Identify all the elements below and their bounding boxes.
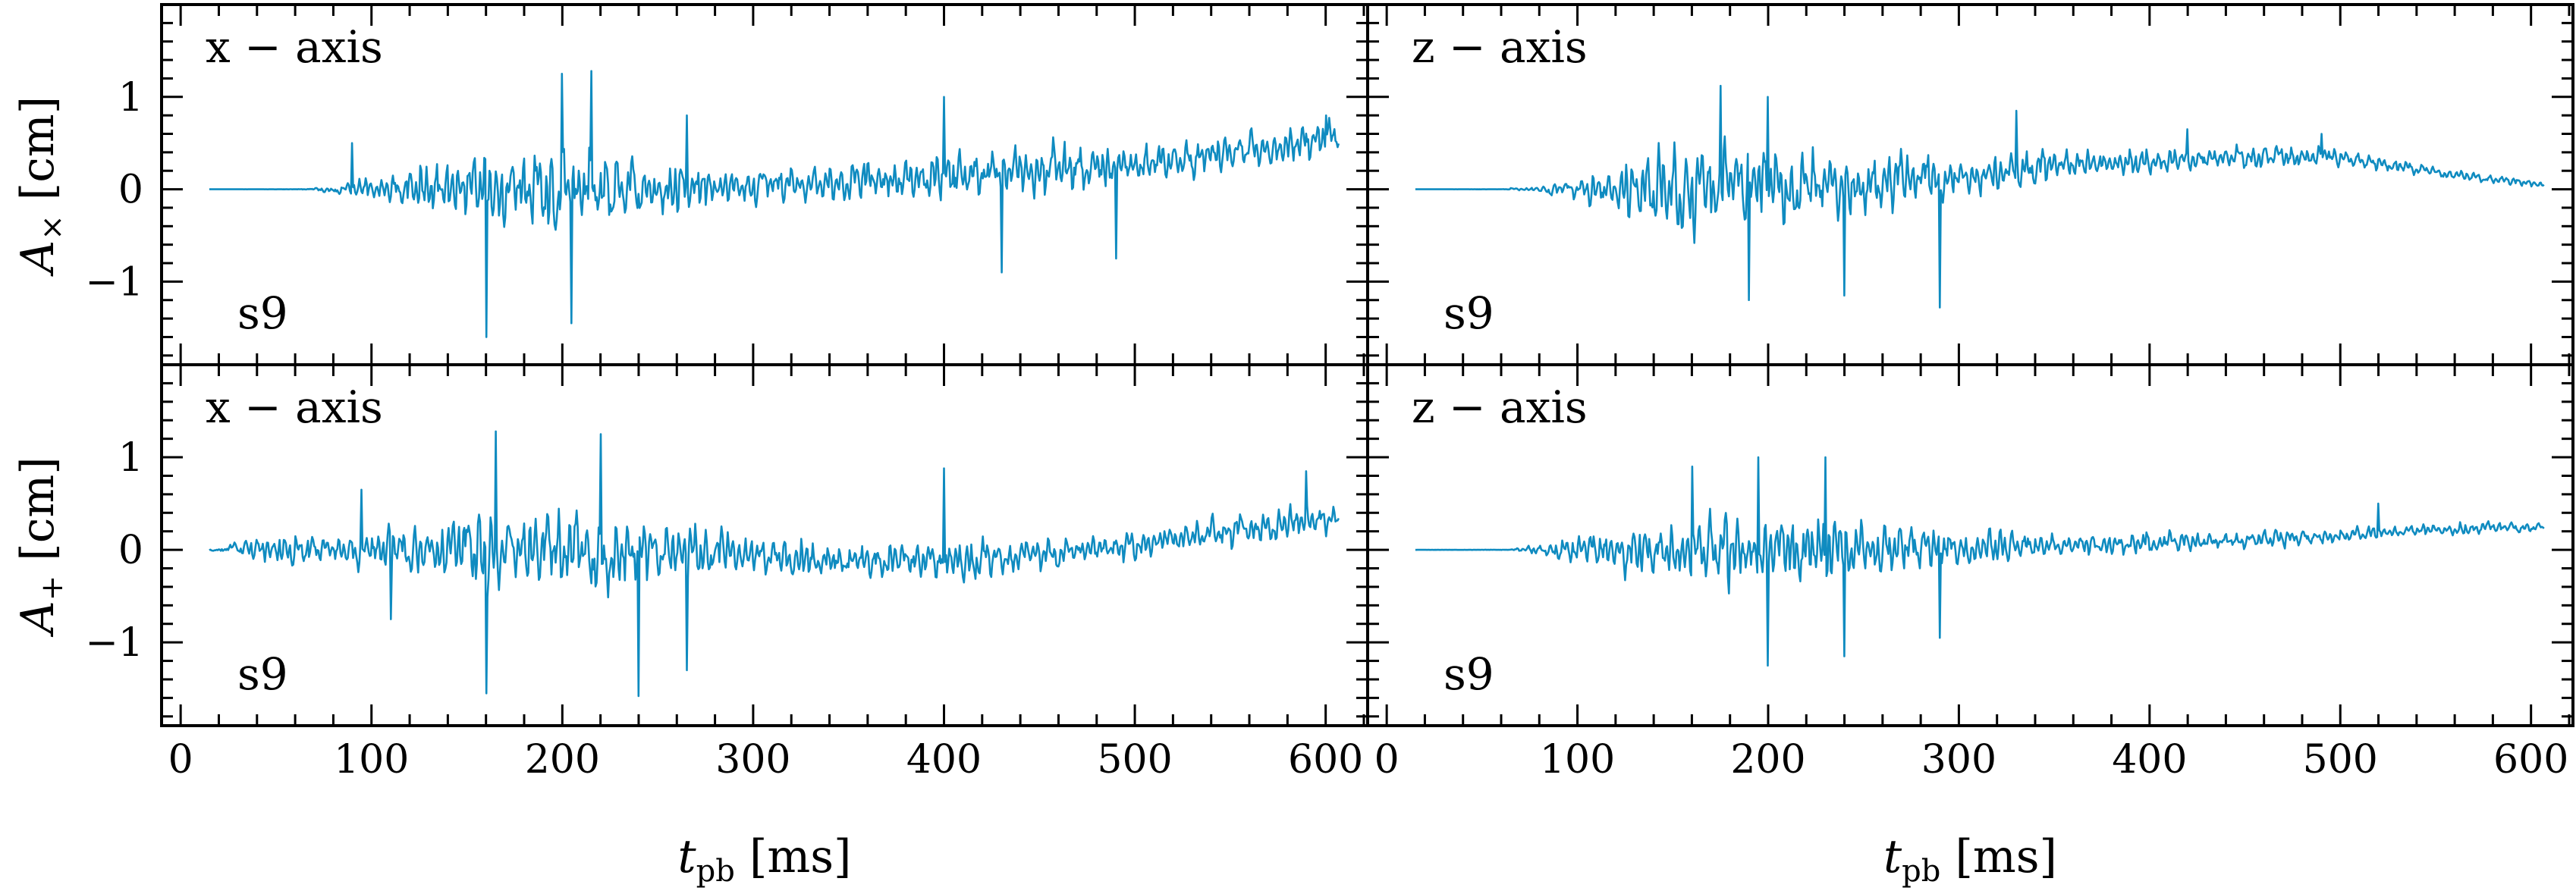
panel-model-label: s9 xyxy=(1444,287,1494,339)
panel-bottom-z: 0 100 200 300 400 500 600 z − axis s9 xyxy=(1366,363,2574,783)
x-tick-label: 100 xyxy=(1540,737,1615,783)
y-axis-title-sub: × xyxy=(35,215,70,240)
series-line xyxy=(209,430,1340,698)
series-line xyxy=(1415,84,2545,309)
y-tick-label: 0 xyxy=(118,528,143,573)
y-axis-title: A× [cm] xyxy=(11,96,70,277)
x-tick-label: 400 xyxy=(2112,737,2187,783)
x-axis-title-main: t xyxy=(678,830,697,883)
x-tick-label: 600 xyxy=(1288,737,1363,783)
x-axis-title-unit: [ms] xyxy=(735,830,852,883)
x-tick-label: 200 xyxy=(1730,737,1805,783)
x-tick-label: 300 xyxy=(715,737,790,783)
panel-axis-label: z − axis xyxy=(1412,21,1588,73)
panel-top-z: z − axis s9 xyxy=(1366,3,2574,366)
panel-axis-label: x − axis xyxy=(206,381,383,433)
y-axis-title-main: A xyxy=(11,240,64,277)
series-line xyxy=(1415,456,2545,667)
y-axis-title-unit: [cm] xyxy=(11,96,64,215)
series-line xyxy=(209,70,1340,338)
labels-layer: A× [cm]A+ [cm]tpb [ms] tpb [ms] xyxy=(11,96,2057,889)
x-tick-label: 600 xyxy=(2493,737,2568,783)
x-tick-label: 500 xyxy=(2303,737,2378,783)
panel-model-label: s9 xyxy=(237,648,288,700)
y-axis-title-unit: [cm] xyxy=(11,456,64,575)
plot-frame xyxy=(1366,363,2574,727)
x-axis-title-main: t xyxy=(1883,830,1902,883)
x-tick-label: 200 xyxy=(525,737,600,783)
x-axis-title-unit: [ms] xyxy=(1940,830,2057,883)
y-axis-title-sub: + xyxy=(35,576,70,601)
y-axis-title-main: A xyxy=(11,601,64,637)
y-tick-label: 1 xyxy=(118,75,143,121)
y-tick-label: 0 xyxy=(118,168,143,213)
y-tick-label: 1 xyxy=(118,435,143,481)
y-tick-label: −1 xyxy=(85,259,143,305)
x-axis-title: tpb [ms] xyxy=(1883,830,2057,889)
y-tick-label: −1 xyxy=(85,620,143,666)
x-axis-title-sub: pb xyxy=(696,854,735,889)
panel-model-label: s9 xyxy=(1444,648,1494,700)
x-axis-title-sub: pb xyxy=(1902,854,1940,889)
panel-model-label: s9 xyxy=(237,287,288,339)
y-axis-title: A+ [cm] xyxy=(11,456,70,637)
x-axis-title: tpb [ms] xyxy=(678,830,852,889)
x-tick-label: 0 xyxy=(1374,737,1400,783)
x-tick-label: 0 xyxy=(168,737,193,783)
x-tick-label: 400 xyxy=(906,737,982,783)
x-tick-label: 500 xyxy=(1097,737,1172,783)
panel-bottom-x: −1 0 1 0 100 200 300 400 500 600 x − axis s9 xyxy=(85,363,1369,783)
panel-axis-label: x − axis xyxy=(206,21,383,73)
panel-top-x: −1 0 1 x − axis s9 xyxy=(85,3,1369,366)
panel-axis-label: z − axis xyxy=(1412,381,1588,433)
x-tick-label: 100 xyxy=(334,737,409,783)
x-tick-label: 300 xyxy=(1921,737,1996,783)
panels-layer: −1 0 1 x − axis s9 z − axis s9 −1 0 1 0 100 200 300 40… xyxy=(85,3,2574,783)
